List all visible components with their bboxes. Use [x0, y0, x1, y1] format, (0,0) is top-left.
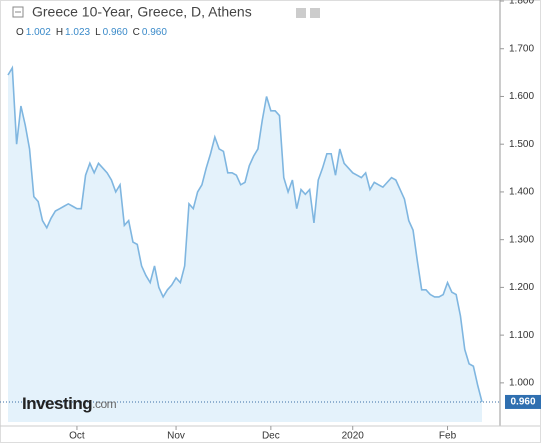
last-price-label: 0.960 — [510, 397, 535, 408]
x-tick-label: Nov — [167, 431, 185, 442]
y-tick-label: 1.800 — [509, 0, 534, 7]
price-line — [7, 65, 483, 403]
settings-icon[interactable] — [296, 8, 306, 18]
brand: Investing.com — [22, 394, 117, 413]
collapse-icon[interactable] — [12, 6, 24, 18]
ohlc-key: L — [95, 27, 101, 38]
ohlc-text: O 1.002 H 1.023 L 0.960 C 0.960 — [16, 27, 167, 38]
y-tick-label: 1.500 — [509, 139, 534, 150]
brand-suffix: .com — [92, 397, 117, 411]
ohlc: O 1.002 H 1.023 L 0.960 C 0.960 — [16, 27, 167, 38]
last-price-box — [505, 394, 541, 409]
ohlc-value: 1.002 — [26, 27, 51, 38]
ohlc-key: C — [133, 27, 140, 38]
ohlc-value: 0.960 — [103, 27, 128, 38]
y-tick-label: 1.100 — [509, 330, 534, 341]
x-tick-label: Feb — [439, 431, 457, 442]
y-tick-label: 1.600 — [509, 91, 534, 102]
y-tick-label: 1.700 — [509, 43, 534, 54]
y-tick-label: 1.000 — [509, 378, 534, 389]
ohlc-key: H — [56, 27, 63, 38]
x-tick-label: Oct — [69, 431, 85, 442]
area-fill — [8, 67, 482, 422]
y-tick-label: 1.300 — [509, 234, 534, 245]
close-icon[interactable] — [310, 8, 320, 18]
ohlc-key: O — [16, 27, 24, 38]
x-tick-label: Dec — [262, 431, 280, 442]
chart-title: Greece 10-Year, Greece, D, Athens — [32, 4, 252, 20]
ohlc-value: 1.023 — [65, 27, 90, 38]
brand-name: Investing — [22, 394, 92, 413]
y-tick-label: 1.200 — [509, 282, 534, 293]
ohlc-value: 0.960 — [142, 27, 167, 38]
plot: 1.000 1.100 1.200 1.300 1.400 1.500 1.600 1.700… — [0, 0, 541, 442]
x-tick-label: 2020 — [342, 431, 365, 442]
y-tick-label: 1.400 — [509, 187, 534, 198]
